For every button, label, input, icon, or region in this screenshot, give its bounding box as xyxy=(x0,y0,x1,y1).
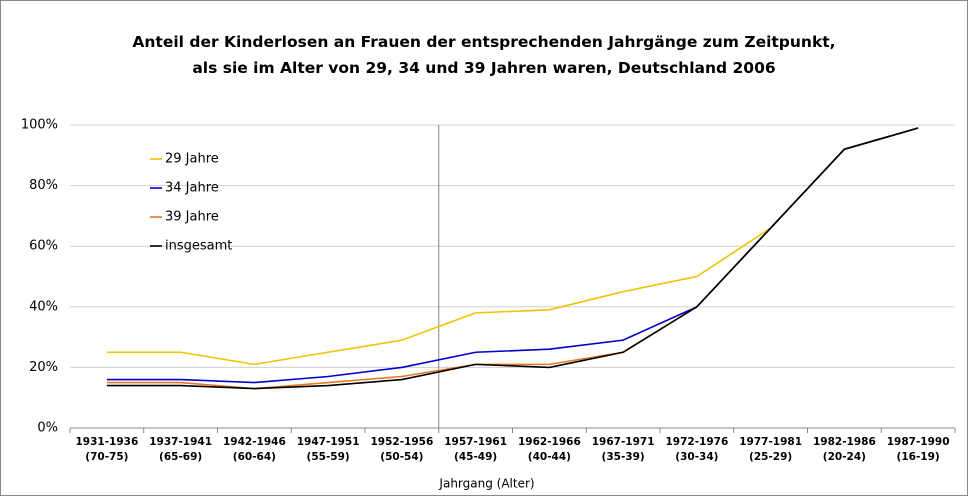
y-tick-label: 20% xyxy=(29,360,58,375)
x-tick-label: 1952-1956 (50-54) xyxy=(370,436,433,463)
x-tick-label: 1972-1976 (30-34) xyxy=(665,436,728,463)
x-tick-label: 1982-1986 (20-24) xyxy=(813,436,876,463)
y-tick-label: 40% xyxy=(29,299,58,314)
y-tick-label: 100% xyxy=(21,118,58,133)
x-tick-label: 1967-1971 (35-39) xyxy=(592,436,655,463)
y-tick-label: 80% xyxy=(29,178,58,193)
legend-label: 34 Jahre xyxy=(165,181,219,196)
x-tick-label: 1937-1941 (65-69) xyxy=(149,436,212,463)
series-line xyxy=(106,127,919,390)
x-tick-label: 1947-1951 (55-59) xyxy=(297,436,360,463)
x-tick-label: 1931-1936 (70-75) xyxy=(75,436,138,463)
legend-label: insgesamt xyxy=(165,239,232,254)
legend-label: 39 Jahre xyxy=(165,210,219,225)
x-tick-label: 1977-1981 (25-29) xyxy=(739,436,802,463)
x-axis-label: Jahrgang (Alter) xyxy=(438,477,534,491)
y-tick-label: 60% xyxy=(29,239,58,254)
x-tick-label: 1957-1961 (45-49) xyxy=(444,436,507,463)
chart-title: Anteil der Kinderlosen an Frauen der ent… xyxy=(132,33,835,77)
x-tick-label: 1942-1946 (60-64) xyxy=(223,436,286,463)
x-tick-label: 1987-1990 (16-19) xyxy=(887,436,950,463)
legend-label: 29 Jahre xyxy=(165,152,219,167)
x-tick-label: 1962-1966 (40-44) xyxy=(518,436,581,463)
y-tick-label: 0% xyxy=(37,421,58,436)
